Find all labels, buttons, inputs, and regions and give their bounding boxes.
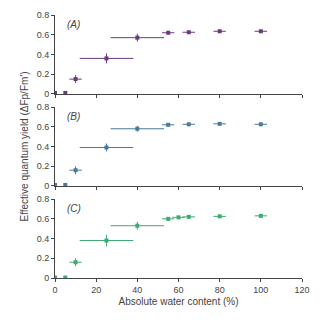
svg-text:60: 60 — [173, 285, 183, 295]
svg-text:0.2: 0.2 — [37, 253, 50, 263]
svg-text:(A): (A) — [67, 19, 80, 30]
svg-text:0.4: 0.4 — [37, 234, 50, 244]
svg-text:Absolute water content (%): Absolute water content (%) — [118, 296, 238, 307]
svg-text:0: 0 — [44, 181, 49, 191]
svg-text:(C): (C) — [67, 203, 81, 214]
svg-text:0.6: 0.6 — [37, 122, 50, 132]
svg-text:0.2: 0.2 — [37, 161, 50, 171]
svg-text:80: 80 — [215, 285, 225, 295]
svg-text:0.4: 0.4 — [37, 142, 50, 152]
svg-text:0: 0 — [44, 273, 49, 283]
svg-text:0: 0 — [52, 285, 57, 295]
svg-text:Effective quantum yield (ΔFp/F: Effective quantum yield (ΔFp/Fm′) — [19, 71, 30, 221]
svg-text:0.6: 0.6 — [37, 30, 50, 40]
svg-text:0.8: 0.8 — [37, 102, 50, 112]
svg-text:20: 20 — [91, 285, 101, 295]
svg-text:0.4: 0.4 — [37, 50, 50, 60]
svg-text:0.8: 0.8 — [37, 10, 50, 20]
svg-text:100: 100 — [253, 285, 268, 295]
svg-text:40: 40 — [132, 285, 142, 295]
svg-text:0.2: 0.2 — [37, 69, 50, 79]
svg-text:0.6: 0.6 — [37, 214, 50, 224]
svg-text:0.8: 0.8 — [37, 194, 50, 204]
svg-text:(B): (B) — [67, 111, 80, 122]
svg-text:120: 120 — [294, 285, 309, 295]
svg-text:0: 0 — [44, 89, 49, 99]
